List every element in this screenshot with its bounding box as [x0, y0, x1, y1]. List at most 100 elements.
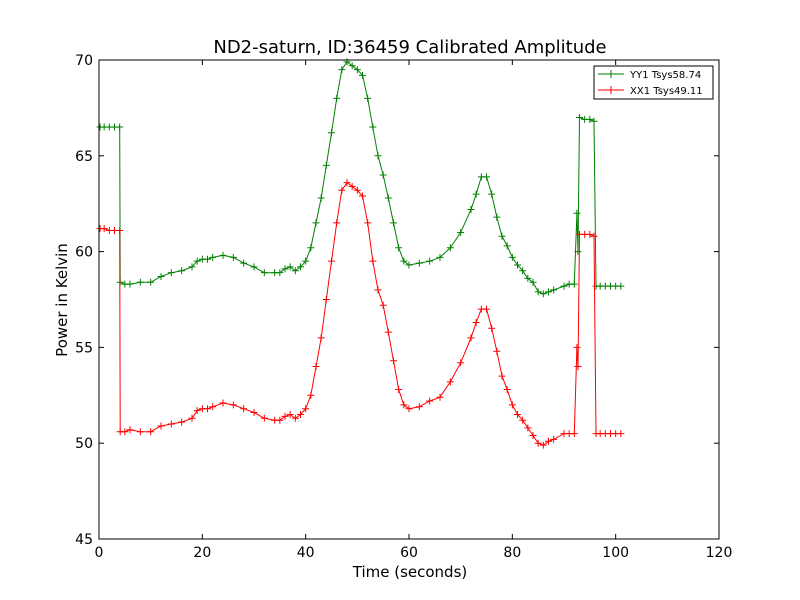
data-point — [467, 334, 475, 342]
data-point — [126, 426, 134, 434]
data-point — [302, 257, 310, 265]
data-point — [291, 414, 299, 422]
data-point — [488, 190, 496, 198]
data-point — [550, 286, 558, 294]
x-tick-label: 20 — [193, 545, 211, 561]
data-point — [348, 182, 356, 190]
data-point — [395, 244, 403, 252]
data-point — [353, 66, 361, 74]
data-point — [586, 115, 594, 123]
data-point — [178, 267, 186, 275]
plot-area-background — [99, 60, 719, 539]
legend: YY1 Tsys58.74 XX1 Tsys49.11 — [593, 65, 714, 100]
data-point — [250, 409, 258, 417]
data-point — [167, 420, 175, 428]
data-point — [390, 357, 397, 365]
data-point — [317, 194, 325, 202]
data-point — [539, 290, 547, 298]
data-point — [364, 94, 372, 102]
x-tick-label: 0 — [95, 545, 104, 561]
data-point — [508, 253, 516, 261]
data-point — [524, 274, 532, 282]
x-axis: 0 20 40 60 80 100 120 — [95, 60, 732, 561]
y-tick-label: 70 — [75, 53, 93, 69]
data-point — [204, 255, 211, 263]
data-point — [333, 94, 341, 102]
data-point — [157, 273, 165, 281]
x-axis-label: Time (seconds) — [352, 563, 468, 581]
data-point — [209, 403, 217, 411]
data-point — [193, 407, 201, 415]
data-point — [514, 410, 521, 418]
data-point — [498, 232, 506, 240]
data-point — [570, 430, 578, 438]
data-point — [291, 267, 299, 275]
data-point — [147, 428, 155, 436]
data-point — [297, 410, 304, 418]
data-point — [573, 209, 581, 217]
data-point — [240, 259, 248, 267]
data-point — [503, 242, 511, 250]
data-point — [209, 253, 217, 261]
data-point — [307, 391, 315, 399]
data-point — [488, 324, 496, 332]
data-point — [534, 439, 542, 447]
data-point — [574, 363, 582, 371]
data-point — [157, 422, 165, 430]
y-tick-label: 60 — [75, 245, 93, 261]
data-point — [193, 257, 201, 265]
data-point — [147, 278, 155, 286]
data-point — [297, 263, 304, 271]
data-point — [286, 263, 294, 271]
data-point — [229, 401, 237, 409]
legend-marker-yy1 — [607, 70, 615, 78]
data-point — [446, 378, 454, 386]
data-point — [534, 288, 542, 296]
data-point — [405, 261, 413, 269]
data-point — [126, 280, 134, 288]
y-tick-label: 50 — [75, 436, 93, 452]
data-point — [302, 405, 310, 413]
data-point — [276, 269, 284, 277]
data-point — [317, 334, 325, 342]
data-point — [586, 230, 594, 238]
data-point — [219, 399, 227, 407]
data-point — [574, 248, 582, 256]
data-point — [472, 318, 480, 326]
data-point — [400, 257, 408, 265]
data-point — [136, 428, 144, 436]
data-point — [400, 401, 408, 409]
data-point — [560, 282, 568, 290]
data-point — [570, 280, 578, 288]
data-point — [457, 359, 465, 367]
data-point — [519, 267, 527, 275]
x-tick-label: 60 — [400, 545, 418, 561]
data-point — [121, 428, 129, 436]
data-point — [529, 278, 537, 286]
data-point — [493, 213, 501, 221]
y-axis-label: Power in Kelvin — [53, 243, 71, 357]
data-point — [286, 410, 294, 418]
chart-title: ND2-saturn, ID:36459 Calibrated Amplitud… — [213, 37, 606, 58]
data-point — [390, 219, 397, 227]
data-point — [472, 190, 480, 198]
data-point — [529, 432, 537, 440]
data-point — [498, 372, 506, 380]
data-point — [100, 225, 108, 233]
data-point — [617, 282, 625, 290]
data-point — [322, 161, 330, 169]
data-point — [405, 405, 413, 413]
y-tick-label: 65 — [75, 149, 93, 165]
data-point — [364, 219, 372, 227]
data-point — [338, 66, 346, 74]
data-point — [436, 253, 444, 261]
data-point — [467, 205, 475, 213]
data-point — [426, 397, 434, 405]
data-point — [188, 414, 196, 422]
data-point — [573, 343, 581, 351]
y-axis: 45 50 55 60 65 70 — [75, 53, 719, 548]
data-point — [519, 416, 527, 424]
data-point — [374, 152, 382, 160]
data-point — [384, 194, 392, 202]
